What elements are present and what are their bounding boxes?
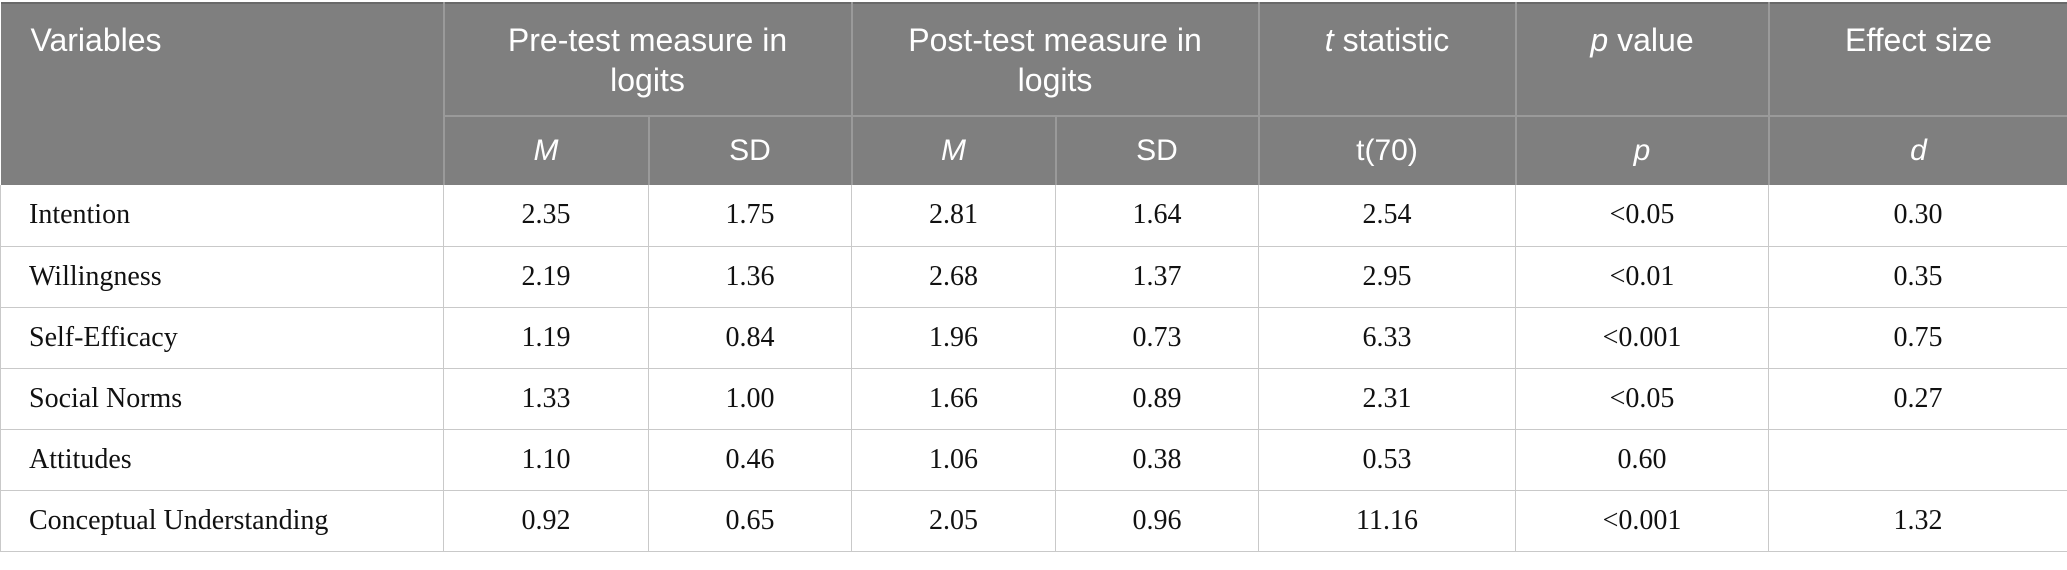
cell-post-m: 1.96 [851,306,1056,369]
cell-d [1768,428,2067,491]
cell-t: 2.31 [1258,367,1517,430]
cell-t: 0.53 [1258,428,1517,491]
cell-pre-m: 1.19 [443,306,649,369]
results-table: Variables Pre-test measure in logits Pos… [0,2,2067,552]
table-row: Attitudes 1.10 0.46 1.06 0.38 0.53 0.60 [0,428,2067,491]
subcol-d: d [1767,116,2067,185]
cell-t: 2.95 [1258,245,1517,308]
p-value-rest: value [1608,22,1694,58]
cell-d: 0.27 [1768,367,2067,430]
table-body: Intention 2.35 1.75 2.81 1.64 2.54 <0.05… [0,185,2067,552]
cell-pre-sd: 0.84 [648,306,852,369]
cell-variable: Intention [0,185,444,247]
cell-post-sd: 0.73 [1054,306,1260,369]
col-header-effect-size: Effect size [1767,3,2067,117]
p-value-italic-part: p [1590,22,1609,58]
header-row-sub: M SD M SD t(70) p d [1,116,2067,185]
cell-pre-sd: 0.65 [648,489,852,552]
t-statistic-italic-part: t [1324,22,1334,58]
cell-d: 0.75 [1768,306,2067,369]
cell-pre-sd: 1.75 [648,185,852,247]
cell-pre-m: 1.10 [443,428,649,491]
cell-p: <0.001 [1515,489,1770,552]
table-row: Self-Efficacy 1.19 0.84 1.96 0.73 6.33 <… [0,306,2067,369]
col-header-posttest: Post-test measure in logits [850,3,1259,117]
cell-post-sd: 0.38 [1054,428,1260,491]
cell-pre-m: 0.92 [443,489,649,552]
cell-post-m: 2.68 [851,245,1056,308]
cell-p: <0.01 [1515,245,1770,308]
cell-post-m: 1.66 [851,367,1056,430]
subcol-pre-sd: SD [647,116,852,185]
cell-post-sd: 0.89 [1054,367,1260,430]
cell-p: 0.60 [1515,428,1770,491]
cell-d: 0.35 [1768,245,2067,308]
t-statistic-rest: statistic [1333,22,1450,58]
table-row: Intention 2.35 1.75 2.81 1.64 2.54 <0.05… [0,185,2067,247]
header-row-main: Variables Pre-test measure in logits Pos… [0,3,2067,185]
cell-pre-sd: 0.46 [648,428,852,491]
cell-d: 0.30 [1768,185,2067,247]
cell-pre-m: 2.19 [443,245,649,308]
col-header-pretest: Pre-test measure in logits [442,3,852,117]
cell-post-m: 2.05 [851,489,1056,552]
subcol-post-m: M [850,116,1056,185]
cell-p: <0.05 [1515,367,1770,430]
subcol-t70: t(70) [1257,116,1516,185]
cell-t: 11.16 [1258,489,1517,552]
cell-post-sd: 1.64 [1054,185,1260,247]
cell-variable: Willingness [0,245,444,308]
table-row: Willingness 2.19 1.36 2.68 1.37 2.95 <0.… [0,245,2067,308]
subcol-p: p [1514,116,1769,185]
col-header-p-value: p value [1514,3,1769,117]
subcol-pre-m: M [442,116,649,185]
cell-post-m: 1.06 [851,428,1056,491]
cell-p: <0.05 [1515,185,1770,247]
cell-variable: Social Norms [0,367,444,430]
cell-variable: Attitudes [0,428,444,491]
col-header-variables: Variables [0,3,444,185]
cell-t: 2.54 [1258,185,1517,247]
col-header-t-statistic: t statistic [1257,3,1516,117]
cell-pre-sd: 1.00 [648,367,852,430]
cell-t: 6.33 [1258,306,1517,369]
cell-p: <0.001 [1515,306,1770,369]
cell-post-sd: 1.37 [1054,245,1260,308]
cell-post-sd: 0.96 [1054,489,1260,552]
table-row: Conceptual Understanding 0.92 0.65 2.05 … [0,489,2067,552]
table-row: Social Norms 1.33 1.00 1.66 0.89 2.31 <0… [0,367,2067,430]
cell-variable: Self-Efficacy [0,306,444,369]
cell-pre-sd: 1.36 [648,245,852,308]
subcol-post-sd: SD [1054,116,1259,185]
cell-variable: Conceptual Understanding [0,489,444,552]
cell-pre-m: 1.33 [443,367,649,430]
table-header: Variables Pre-test measure in logits Pos… [0,3,2067,185]
cell-post-m: 2.81 [851,185,1056,247]
cell-pre-m: 2.35 [443,185,649,247]
cell-d: 1.32 [1768,489,2067,552]
